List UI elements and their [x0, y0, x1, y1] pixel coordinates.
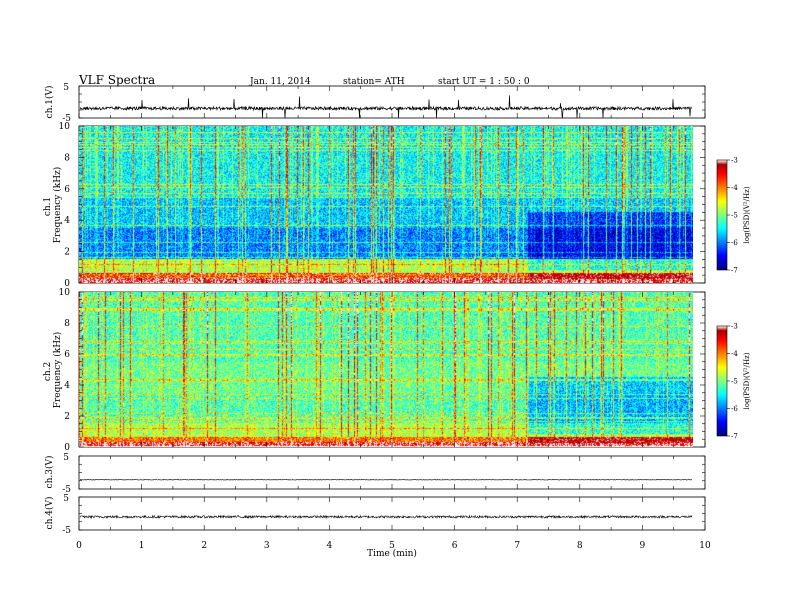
x-tick-label: 4: [327, 541, 333, 551]
start-time-label: start UT = 1 : 50 : 0: [438, 77, 530, 87]
ch1-spectrogram: [79, 126, 693, 283]
ch2-spectrogram-ylabel-line1: ch.2: [43, 362, 53, 381]
colorbar-tick-label: -6: [731, 239, 738, 247]
y-tick-label: -5: [62, 114, 71, 124]
y-tick-label: 8: [64, 319, 70, 329]
colorbar-tick-label: -5: [731, 212, 738, 220]
ch3-waveform-trace: [79, 479, 693, 481]
colorbar-tick-label: -3: [731, 323, 738, 331]
x-tick-label: 7: [514, 541, 520, 551]
ch1-colorbar-gradient: [717, 160, 727, 270]
x-tick-label: 5: [389, 541, 395, 551]
x-tick-label: 9: [640, 541, 646, 551]
x-tick-label: 3: [264, 541, 270, 551]
colorbar-tick-label: -5: [731, 378, 738, 386]
colorbar-tick-label: -4: [731, 350, 738, 358]
y-tick-label: 0: [64, 279, 70, 289]
ch1-spectrogram-ylabel-line1: ch.1: [43, 197, 53, 216]
station-label: station= ATH: [343, 77, 405, 87]
colorbar-tick-label: -3: [731, 157, 738, 165]
date-label: Jan. 11, 2014: [249, 77, 311, 87]
y-tick-label: 0: [64, 443, 70, 453]
y-tick-label: 4: [64, 216, 70, 226]
ch2-colorbar: -3 -4 -5 -6 -7 log(PSD)(V²/Hz): [716, 323, 751, 441]
x-tick-label: 1: [139, 541, 145, 551]
ch1-colorbar-label: log(PSD)(V²/Hz): [743, 186, 751, 243]
x-tick-label: 10: [699, 541, 711, 551]
y-tick-label: -5: [62, 485, 71, 495]
ch2-spectrogram-ylabel-line2: Frequency (kHz): [52, 332, 63, 409]
colorbar-tick-label: -7: [731, 267, 738, 275]
y-tick-label: 2: [64, 412, 70, 422]
y-tick-label: 6: [64, 185, 70, 195]
ch2-spectrogram-ylabel: ch.2 Frequency (kHz): [43, 332, 63, 409]
y-tick-label: 5: [63, 494, 69, 504]
x-axis-label: Time (min): [367, 548, 417, 559]
y-tick-label: 10: [59, 122, 71, 132]
y-tick-label: 6: [64, 350, 70, 360]
x-tick-label: 2: [201, 541, 207, 551]
ch2-colorbar-ticks: -3 -4 -5 -6 -7: [727, 323, 738, 441]
ch1-spectrogram-ylabel-line2: Frequency (kHz): [52, 167, 63, 244]
ch4-waveform-trace: [79, 514, 693, 520]
ch1-waveform-trace: [79, 95, 693, 119]
figure-title: VLF Spectra: [78, 73, 155, 87]
colorbar-tick-label: -4: [731, 184, 738, 192]
ch1-colorbar-ticks: -3 -4 -5 -6 -7: [727, 157, 738, 275]
y-tick-label: 4: [64, 381, 70, 391]
x-tick-label: 6: [452, 541, 458, 551]
ch3-waveform-ylabel: ch.3(V): [44, 456, 55, 489]
y-tick-label: 5: [63, 83, 69, 93]
colorbar-tick-label: -6: [731, 405, 738, 413]
ch2-spectrogram: [79, 292, 693, 447]
ch2-colorbar-gradient: [717, 326, 727, 436]
x-tick-label: 8: [577, 541, 583, 551]
ch1-spectrogram-ylabel: ch.1 Frequency (kHz): [43, 167, 63, 244]
x-tick-label: 0: [76, 541, 82, 551]
y-tick-label: 5: [63, 453, 69, 463]
ch1-waveform-ylabel: ch.1(V): [44, 86, 55, 119]
y-tick-label: 8: [64, 153, 70, 163]
y-tick-label: 10: [59, 288, 71, 298]
ch1-colorbar: -3 -4 -5 -6 -7 log(PSD)(V²/Hz): [716, 157, 751, 275]
ch4-waveform-ylabel: ch.4(V): [44, 497, 55, 530]
ch2-colorbar-label: log(PSD)(V²/Hz): [743, 352, 751, 409]
y-tick-label: 2: [64, 248, 70, 258]
colorbar-tick-label: -7: [731, 433, 738, 441]
y-tick-label: -5: [62, 526, 71, 536]
